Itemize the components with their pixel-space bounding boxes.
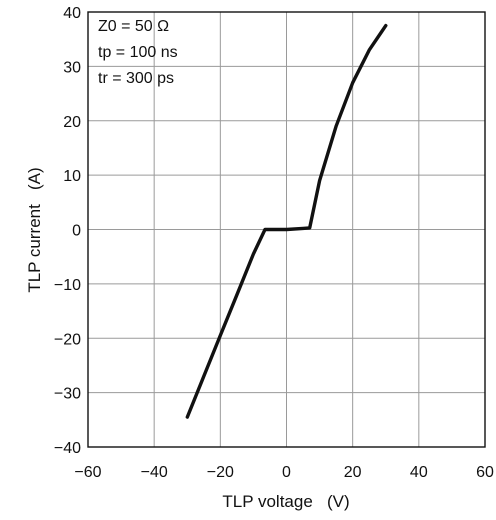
x-tick-label: 40 [410, 464, 428, 481]
y-tick-label: 20 [63, 114, 81, 131]
y-tick-label: −10 [54, 277, 81, 294]
x-tick-label: −20 [207, 464, 234, 481]
plot-frame [87, 11, 486, 448]
y-axis-label: TLP current (A) [25, 167, 44, 292]
y-tick-label: −40 [54, 440, 81, 457]
y-tick-label: 0 [72, 223, 81, 240]
y-tick-label: 10 [63, 168, 81, 185]
y-tick-labels: 40 30 20 10 0 −10 −20 −30 −40 [54, 5, 81, 457]
x-tick-label: 60 [476, 464, 494, 481]
series-layer [185, 23, 388, 419]
annotation-box: Z0 = 50 Ω tp = 100 ns tr = 300 ps [98, 18, 178, 87]
x-tick-label: 0 [282, 464, 291, 481]
y-tick-label: −30 [54, 386, 81, 403]
series-line-tlp-iv [185, 23, 388, 419]
x-tick-label: 20 [344, 464, 362, 481]
annotation-z0: Z0 = 50 Ω [98, 18, 169, 35]
y-tick-label: 30 [63, 59, 81, 76]
y-tick-label: −20 [54, 331, 81, 348]
x-tick-labels: −60 −40 −20 0 20 40 60 [74, 464, 494, 481]
x-axis-label: TLP voltage (V) [222, 492, 349, 511]
annotation-tr: tr = 300 ps [98, 70, 174, 87]
x-tick-label: −60 [74, 464, 101, 481]
x-tick-label: −40 [141, 464, 168, 481]
annotation-tp: tp = 100 ns [98, 44, 178, 61]
y-tick-label: 40 [63, 5, 81, 22]
